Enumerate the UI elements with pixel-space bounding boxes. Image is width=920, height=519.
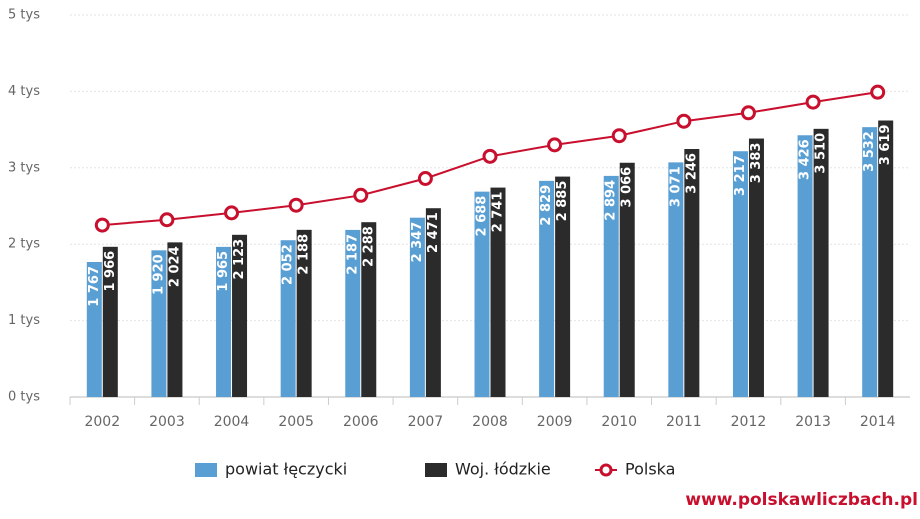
data-label: 1 965 <box>216 251 231 292</box>
line-marker <box>94 217 110 233</box>
x-tick-label: 2005 <box>278 414 314 430</box>
line-marker <box>547 137 563 153</box>
bar <box>167 242 183 397</box>
legend-swatch <box>195 463 217 477</box>
bar <box>345 229 361 397</box>
legend-swatch <box>599 463 613 477</box>
legend-label: Woj. łódzkie <box>455 460 551 479</box>
bar <box>232 234 248 397</box>
data-label: 2 187 <box>345 234 360 275</box>
y-tick-label: 3 tys <box>8 160 40 175</box>
bar <box>490 187 506 397</box>
data-label: 2 024 <box>167 246 182 287</box>
line-marker <box>288 197 304 213</box>
bar <box>603 175 619 397</box>
line-marker <box>482 148 498 164</box>
data-label: 1 767 <box>87 266 102 307</box>
y-tick-label: 5 tys <box>8 8 40 23</box>
line-marker <box>870 84 886 100</box>
bar <box>684 149 700 397</box>
x-tick-label: 2011 <box>666 414 702 430</box>
line-marker <box>224 205 240 221</box>
x-tick-label: 2009 <box>537 414 573 430</box>
data-label: 2 741 <box>491 192 506 233</box>
bar <box>862 127 878 397</box>
line-marker <box>159 212 175 228</box>
line-marker <box>740 105 756 121</box>
data-label: 2 894 <box>604 180 619 221</box>
x-tick-label: 2012 <box>731 414 767 430</box>
data-label: 2 052 <box>281 244 296 285</box>
y-tick-label: 0 tys <box>8 390 40 405</box>
bar <box>474 191 490 397</box>
legend-label: Polska <box>625 460 675 479</box>
bar <box>748 138 764 397</box>
source: www.polskawliczbach.pl <box>685 490 918 510</box>
bar <box>732 151 748 397</box>
bar <box>539 180 555 397</box>
x-tick-label: 2007 <box>408 414 444 430</box>
y-tick-label: 2 tys <box>8 237 40 252</box>
legend-swatch <box>425 463 447 477</box>
data-label: 3 619 <box>878 125 893 166</box>
x-tick-label: 2006 <box>343 414 379 430</box>
bar <box>797 135 813 397</box>
bar <box>425 208 441 397</box>
bar <box>555 176 571 397</box>
x-tick-label: 2004 <box>214 414 250 430</box>
data-label: 3 426 <box>798 139 813 180</box>
data-label: 1 920 <box>151 254 166 295</box>
data-label: 3 066 <box>620 167 635 208</box>
data-label: 3 383 <box>749 143 764 184</box>
legend-label: powiat łęczycki <box>225 460 347 479</box>
bar <box>361 222 377 397</box>
data-label: 2 885 <box>555 181 570 222</box>
bar <box>813 128 829 397</box>
data-label: 2 829 <box>539 185 554 226</box>
bar <box>878 120 894 398</box>
y-tick-label: 1 tys <box>8 313 40 328</box>
bar <box>409 217 425 397</box>
data-label: 2 688 <box>475 196 490 237</box>
x-tick-label: 2014 <box>860 414 896 430</box>
data-label: 2 288 <box>361 226 376 267</box>
bar <box>216 246 232 397</box>
data-label: 1 966 <box>103 251 118 292</box>
data-label: 2 347 <box>410 222 425 263</box>
y-tick-label: 4 tys <box>8 84 40 99</box>
bar <box>151 250 167 397</box>
data-label: 3 071 <box>668 166 683 207</box>
data-label: 3 246 <box>684 153 699 194</box>
data-label: 3 532 <box>862 131 877 172</box>
bar <box>619 162 635 397</box>
data-label: 3 217 <box>733 155 748 196</box>
bar <box>280 240 296 397</box>
data-label: 2 471 <box>426 212 441 253</box>
bar <box>296 229 312 397</box>
x-tick-label: 2013 <box>795 414 831 430</box>
bar <box>668 162 684 397</box>
line-marker <box>676 113 692 129</box>
line-marker <box>353 187 369 203</box>
line-marker <box>417 170 433 186</box>
data-label: 2 123 <box>232 239 247 280</box>
bar <box>86 262 102 397</box>
data-label: 2 188 <box>297 234 312 275</box>
x-tick-label: 2010 <box>601 414 637 430</box>
x-tick-label: 2002 <box>84 414 120 430</box>
x-tick-label: 2008 <box>472 414 508 430</box>
line-marker <box>611 128 627 144</box>
bar <box>102 246 118 397</box>
line-marker <box>805 94 821 110</box>
data-label: 3 510 <box>814 133 829 174</box>
x-tick-label: 2003 <box>149 414 185 430</box>
